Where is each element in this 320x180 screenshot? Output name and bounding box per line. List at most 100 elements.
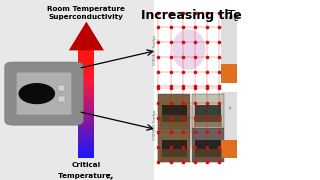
FancyBboxPatch shape (17, 72, 71, 115)
Bar (221, 16, 237, 83)
Bar (78, 140, 94, 141)
Bar (78, 156, 94, 157)
Bar (78, 66, 94, 67)
Bar (78, 64, 94, 66)
Bar (78, 63, 94, 64)
Polygon shape (69, 22, 104, 50)
Bar (78, 67, 94, 68)
Bar (78, 89, 94, 90)
Bar (78, 75, 94, 76)
Bar (78, 80, 94, 81)
Bar (78, 50, 94, 51)
Bar (78, 91, 94, 93)
Bar (78, 123, 94, 124)
Bar (78, 105, 94, 107)
Bar (78, 138, 94, 139)
Bar (78, 118, 94, 120)
Bar (78, 101, 94, 102)
Bar (158, 13, 219, 86)
Bar (78, 144, 94, 145)
Bar (78, 134, 94, 135)
Bar (78, 104, 94, 105)
Bar (158, 128, 190, 162)
Bar (78, 122, 94, 123)
Bar (78, 69, 94, 70)
Bar (78, 81, 94, 82)
Bar (78, 88, 94, 89)
Bar (78, 145, 94, 147)
Text: T: T (228, 107, 230, 111)
Bar (58, 96, 65, 102)
Bar (221, 140, 237, 158)
Bar (78, 54, 94, 55)
Text: Critical: Critical (72, 162, 101, 168)
Bar (78, 96, 94, 97)
Bar (160, 149, 189, 161)
Bar (160, 115, 189, 127)
Bar (78, 56, 94, 57)
Bar (78, 141, 94, 142)
Bar (78, 121, 94, 122)
Bar (78, 84, 94, 85)
FancyBboxPatch shape (5, 62, 83, 125)
Bar (78, 149, 94, 150)
Bar (78, 70, 94, 71)
Bar (78, 135, 94, 136)
Bar (162, 140, 187, 157)
Bar (78, 139, 94, 140)
Bar (78, 154, 94, 155)
Text: Room Temperature
Superconductivity: Room Temperature Superconductivity (47, 6, 125, 20)
Text: $\mathit{T}_c$: $\mathit{T}_c$ (227, 9, 241, 24)
Bar (78, 51, 94, 53)
Bar (78, 126, 94, 127)
Bar (162, 105, 187, 122)
Bar (78, 76, 94, 77)
Bar (78, 117, 94, 118)
Text: $\mathit{T}_c$: $\mathit{T}_c$ (105, 173, 114, 180)
Bar (78, 68, 94, 69)
Bar (154, 0, 320, 180)
Bar (78, 97, 94, 98)
Bar (78, 148, 94, 149)
Bar (78, 86, 94, 87)
Bar (78, 108, 94, 109)
Bar (78, 87, 94, 88)
Bar (78, 143, 94, 144)
Bar (78, 153, 94, 154)
Bar (221, 64, 237, 83)
Bar (78, 62, 94, 63)
Bar (78, 129, 94, 130)
Bar (78, 71, 94, 72)
Bar (194, 115, 222, 127)
Bar (78, 99, 94, 100)
Bar (78, 142, 94, 143)
Bar (78, 107, 94, 108)
Circle shape (19, 84, 54, 103)
Bar (195, 140, 221, 157)
Bar (78, 111, 94, 112)
Bar (78, 55, 94, 56)
Bar (78, 57, 94, 58)
Bar (78, 72, 94, 73)
Bar (194, 149, 222, 161)
Bar (78, 124, 94, 125)
Bar (78, 136, 94, 137)
Bar (78, 61, 94, 62)
Bar (78, 103, 94, 104)
Bar (78, 147, 94, 148)
Text: Increasing the: Increasing the (141, 9, 246, 22)
Bar (221, 92, 237, 158)
Bar (78, 95, 94, 96)
Text: CC BY-SA 4.0, Tenor4gas: CC BY-SA 4.0, Tenor4gas (153, 34, 157, 65)
Ellipse shape (172, 105, 205, 145)
Bar (192, 128, 224, 162)
Text: CC BY-SA 4.0, Tenor4gas: CC BY-SA 4.0, Tenor4gas (153, 110, 157, 140)
Bar (78, 157, 94, 158)
Bar (78, 59, 94, 60)
Bar (78, 83, 94, 84)
Bar (78, 109, 94, 110)
Bar (158, 94, 190, 128)
Bar (78, 78, 94, 80)
Bar (78, 128, 94, 129)
Bar (78, 58, 94, 59)
